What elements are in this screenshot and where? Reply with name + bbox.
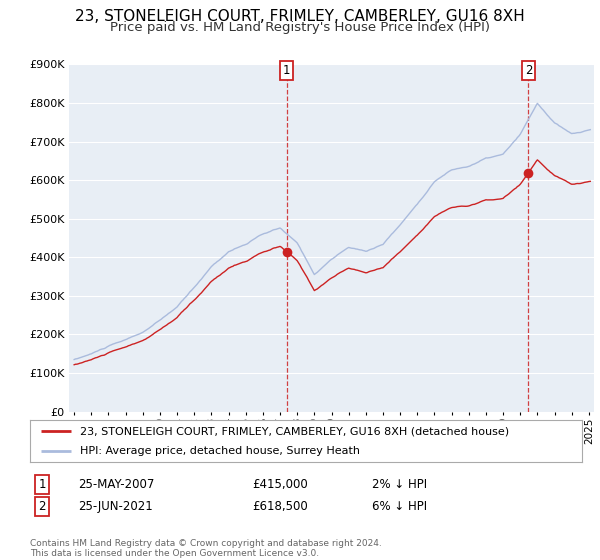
Text: 25-MAY-2007: 25-MAY-2007: [78, 478, 154, 491]
Text: 25-JUN-2021: 25-JUN-2021: [78, 500, 153, 514]
Text: 2: 2: [525, 64, 532, 77]
Text: £415,000: £415,000: [252, 478, 308, 491]
Text: Price paid vs. HM Land Registry's House Price Index (HPI): Price paid vs. HM Land Registry's House …: [110, 21, 490, 34]
Text: 1: 1: [283, 64, 290, 77]
Text: Contains HM Land Registry data © Crown copyright and database right 2024.
This d: Contains HM Land Registry data © Crown c…: [30, 539, 382, 558]
Text: 6% ↓ HPI: 6% ↓ HPI: [372, 500, 427, 514]
Text: 23, STONELEIGH COURT, FRIMLEY, CAMBERLEY, GU16 8XH: 23, STONELEIGH COURT, FRIMLEY, CAMBERLEY…: [75, 9, 525, 24]
Text: 2% ↓ HPI: 2% ↓ HPI: [372, 478, 427, 491]
Text: £618,500: £618,500: [252, 500, 308, 514]
Text: 23, STONELEIGH COURT, FRIMLEY, CAMBERLEY, GU16 8XH (detached house): 23, STONELEIGH COURT, FRIMLEY, CAMBERLEY…: [80, 426, 509, 436]
Text: 1: 1: [38, 478, 46, 491]
Text: HPI: Average price, detached house, Surrey Heath: HPI: Average price, detached house, Surr…: [80, 446, 359, 456]
Text: 2: 2: [38, 500, 46, 514]
